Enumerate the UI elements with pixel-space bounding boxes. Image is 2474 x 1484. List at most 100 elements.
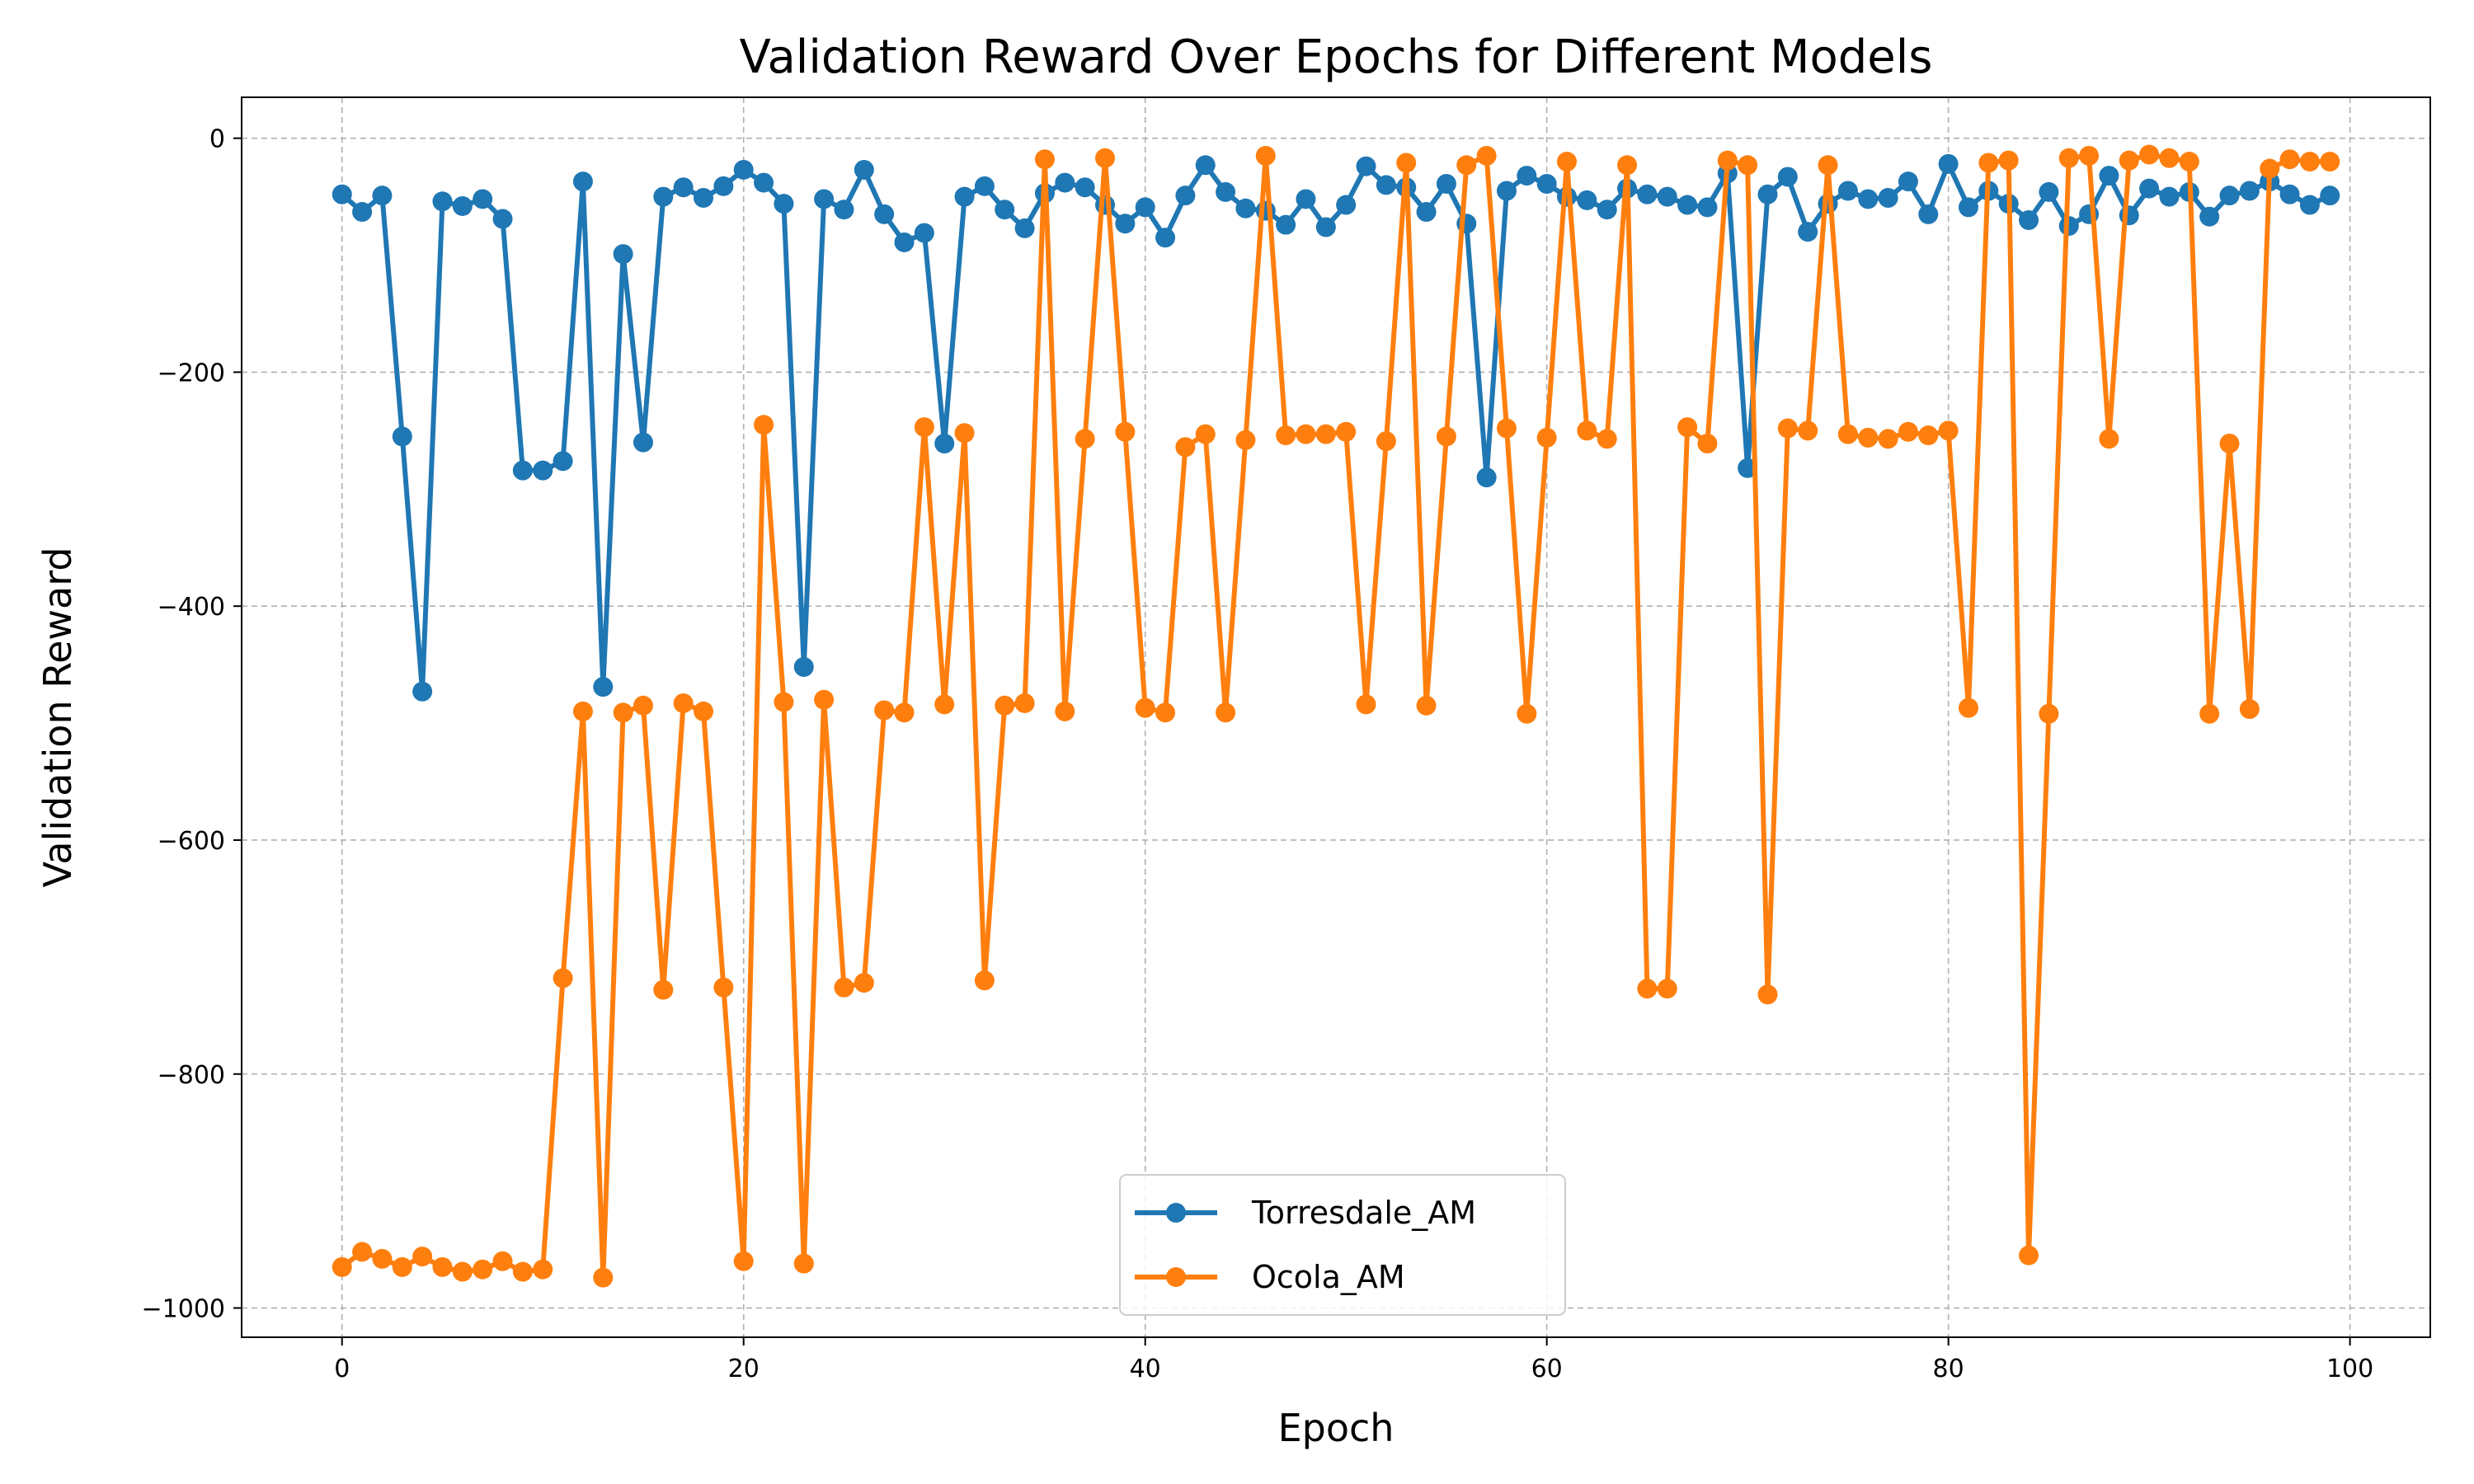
data-point (1657, 979, 1677, 999)
data-point (432, 191, 453, 212)
data-point (473, 1259, 493, 1280)
legend-label: Torresdale_AM (1251, 1195, 1476, 1231)
x-axis-label: Epoch (1278, 1406, 1395, 1450)
series-line (340, 161, 2331, 694)
data-point (1075, 429, 1095, 449)
data-point (754, 415, 774, 435)
data-point (1296, 189, 1316, 209)
data-point (1094, 148, 1115, 168)
data-point (412, 1247, 433, 1267)
data-point (1115, 421, 1136, 442)
data-point (372, 1248, 393, 1269)
data-point (553, 968, 573, 989)
data-point (452, 195, 473, 216)
data-point (2099, 166, 2119, 186)
data-point (814, 689, 835, 710)
data-point (733, 1251, 754, 1271)
data-point (934, 694, 955, 715)
data-point (572, 171, 593, 192)
data-point (2079, 145, 2100, 166)
x-tick-label: 0 (334, 1355, 350, 1383)
data-point (2119, 150, 2139, 171)
data-point (2219, 433, 2240, 453)
data-point (1235, 198, 1256, 218)
data-point (1938, 153, 1959, 174)
data-point (1878, 188, 1898, 209)
data-point (995, 695, 1015, 716)
data-point (974, 176, 995, 196)
data-point (1496, 418, 1517, 439)
data-point (793, 1253, 814, 1274)
data-point (1918, 204, 1939, 224)
data-point (1837, 424, 1858, 444)
data-point (332, 1256, 352, 1277)
data-point (533, 1259, 553, 1280)
data-point (1456, 155, 1477, 176)
data-point (2139, 178, 2160, 199)
data-point (1276, 214, 1296, 235)
data-point (1757, 184, 1778, 204)
data-point (633, 432, 653, 453)
data-point (1777, 167, 1798, 187)
data-point (1155, 702, 1176, 723)
data-point (1536, 427, 1557, 448)
data-point (473, 189, 493, 209)
legend-label: Ocola_AM (1252, 1259, 1405, 1295)
data-point (1356, 156, 1376, 176)
data-point (1195, 155, 1216, 176)
data-point (653, 979, 674, 1000)
data-point (2159, 148, 2180, 168)
grid (242, 97, 2430, 1337)
series-line (340, 152, 2331, 1280)
data-point (1195, 424, 1216, 444)
data-point (1376, 431, 1396, 452)
data-point (1055, 172, 1075, 193)
x-tick-label: 60 (1531, 1355, 1563, 1383)
data-point (1014, 693, 1035, 713)
data-point (613, 244, 633, 265)
data-point (372, 186, 393, 206)
data-point (1075, 177, 1095, 198)
data-point (834, 200, 854, 220)
data-point (1657, 186, 1677, 207)
plot-frame (241, 96, 2431, 1338)
data-point (713, 176, 734, 196)
data-point (1336, 421, 1357, 442)
data-point (1517, 166, 1537, 186)
data-point (914, 417, 934, 438)
data-point (1255, 145, 1276, 166)
data-point (694, 188, 714, 209)
data-point (1356, 694, 1376, 715)
data-point (1175, 186, 1196, 206)
data-point (954, 423, 975, 444)
data-point (512, 460, 533, 481)
data-point (412, 681, 433, 702)
chart-title: Validation Reward Over Epochs for Differ… (740, 31, 1933, 84)
y-axis-label: Validation Reward (35, 547, 80, 887)
data-point (1416, 202, 1437, 223)
data-point (593, 1267, 614, 1288)
data-point (2199, 206, 2220, 227)
legend-marker (1166, 1203, 1186, 1223)
data-point (2019, 209, 2039, 230)
data-point (974, 970, 995, 991)
data-point (1296, 424, 1316, 444)
data-point (332, 184, 352, 204)
data-point (713, 977, 734, 998)
data-point (1536, 173, 1557, 194)
axis-ticks: 0 20 40 60 80 100 0 −200 −400 −600 −800 −1000 (142, 125, 2374, 1383)
data-point (1476, 145, 1497, 166)
data-point (1436, 173, 1456, 194)
data-point (1837, 181, 1858, 201)
data-point (1898, 171, 1918, 192)
x-tick-label: 80 (1933, 1355, 1964, 1383)
data-point (1436, 426, 1456, 447)
data-point (1315, 424, 1336, 444)
legend-box (1119, 1174, 1566, 1316)
data-point (1958, 697, 1978, 718)
data-point (492, 1251, 513, 1271)
data-point (814, 189, 835, 209)
data-point (2019, 1245, 2039, 1266)
data-point (2279, 184, 2300, 204)
data-point (2299, 195, 2320, 215)
